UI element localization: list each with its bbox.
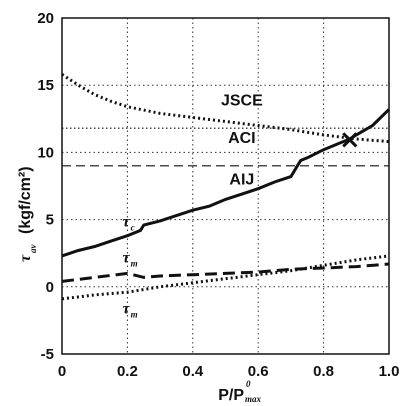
x-tick-label: 0.8 [313,363,334,380]
curve-label: JSCE [221,92,263,109]
curve-label: AIJ [229,172,254,189]
curve-label: ACI [228,130,256,147]
plot-frame [61,17,390,355]
x-axis-label: P/P [218,387,244,404]
y-tick-label: 5 [46,212,54,229]
series-line-4 [61,108,391,258]
curve-label-sub: m [131,259,138,269]
y-tick-labels: -5 0 5 10 15 20 [37,10,54,363]
x-tick-label: 0 [58,363,66,380]
x-axis-label-sub: max [245,394,262,404]
y-axis-unit: (kgf/cm²) [17,166,34,234]
series-line-6 [61,254,390,301]
y-tick-label: 0 [46,279,54,296]
grid [62,18,389,354]
y-tick-label: -5 [41,346,54,363]
series-group [61,73,391,301]
y-axis-label-sub: av [28,244,38,254]
x-axis-label-sup: 0 [246,379,251,389]
x-tick-label: 0.6 [248,363,269,380]
y-tick-label: 15 [37,77,54,94]
x-tick-label: 0.4 [182,363,204,380]
curve-label-tau: τ [122,250,130,267]
x-tick-label: 1.0 [379,363,400,380]
y-axis-label: τ [17,254,34,262]
curve-label-tau: τ [122,213,130,230]
y-tick-label: 20 [37,10,54,27]
series-line-1 [61,73,390,144]
curve-label-tau: τ [122,301,130,318]
x-tick-label: 0.2 [117,363,138,380]
marker-point: × [339,125,361,155]
curve-label-sub: c [131,222,135,232]
x-tick-labels: 0 0.2 0.4 0.6 0.8 1.0 [58,363,400,380]
y-tick-label: 10 [37,144,54,161]
curve-label-sub: m [131,310,138,320]
series-line-5 [61,262,390,283]
